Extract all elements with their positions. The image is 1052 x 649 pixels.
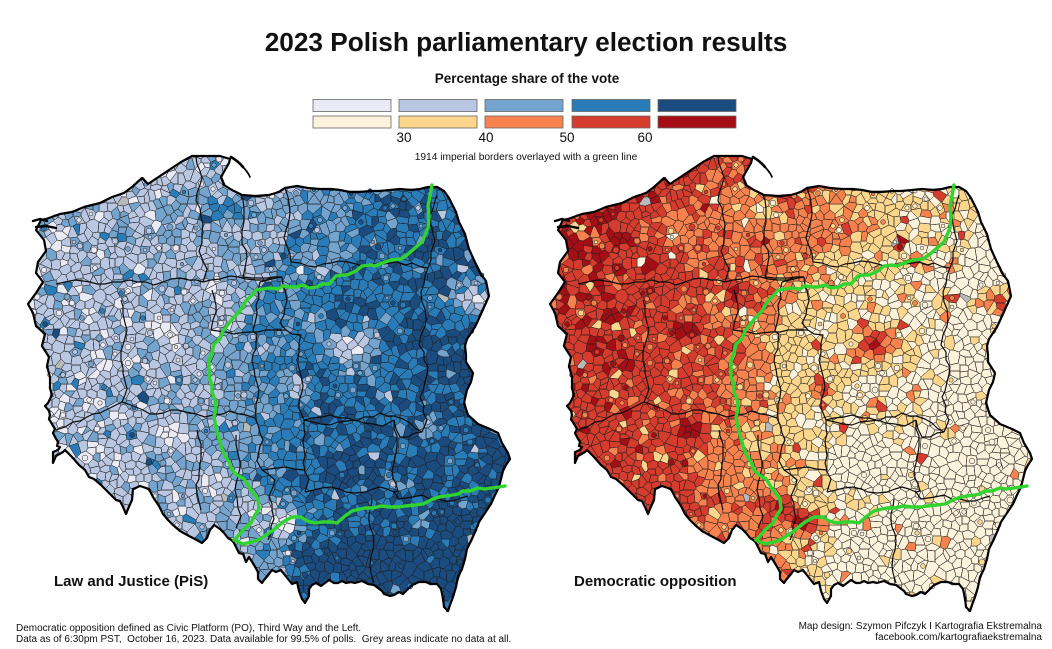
svg-text:40: 40 [478,130,493,145]
svg-text:1914 imperial borders overlaye: 1914 imperial borders overlayed with a g… [415,152,638,163]
svg-text:50: 50 [559,130,574,145]
svg-text:60: 60 [637,130,652,145]
svg-text:30: 30 [396,130,411,145]
